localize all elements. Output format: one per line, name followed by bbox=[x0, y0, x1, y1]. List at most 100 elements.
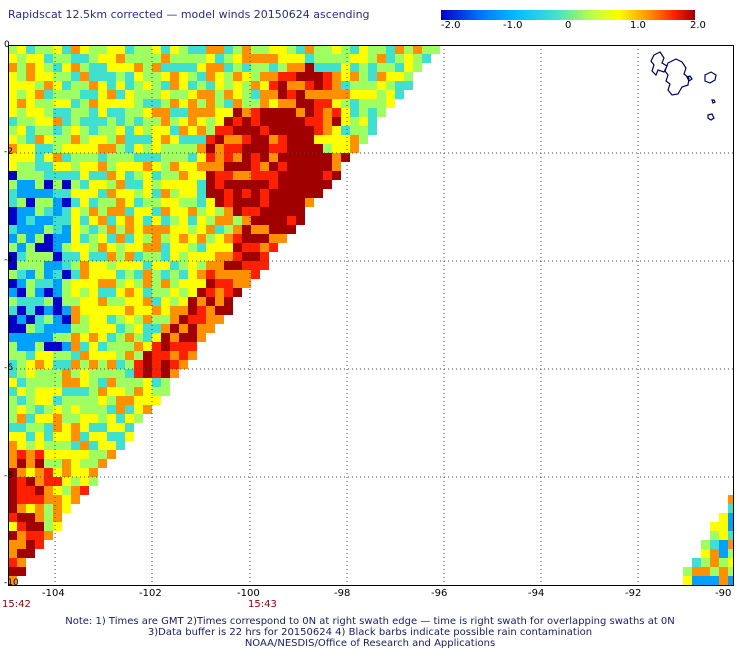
swath-cell bbox=[26, 540, 35, 549]
swath-cell bbox=[53, 396, 62, 405]
swath-cell bbox=[350, 135, 359, 144]
swath-cell bbox=[251, 171, 260, 180]
swath-cell bbox=[116, 378, 125, 387]
swath-cell bbox=[188, 216, 197, 225]
swath-cell bbox=[62, 333, 71, 342]
swath-cell bbox=[206, 270, 215, 279]
swath-cell bbox=[125, 333, 134, 342]
swath-cell bbox=[26, 531, 35, 540]
swath-cell bbox=[152, 378, 161, 387]
swath-cell bbox=[332, 45, 341, 54]
swath-cell bbox=[17, 360, 26, 369]
swath-cell bbox=[296, 72, 305, 81]
swath-cell bbox=[269, 225, 278, 234]
swath-cell bbox=[26, 360, 35, 369]
swath-cell bbox=[134, 315, 143, 324]
swath-cell bbox=[278, 54, 287, 63]
swath-cell bbox=[17, 45, 26, 54]
swath-cell bbox=[260, 171, 269, 180]
swath-cell bbox=[728, 513, 734, 522]
swath-cell bbox=[8, 324, 17, 333]
swath-cell bbox=[305, 99, 314, 108]
swath-cell bbox=[197, 72, 206, 81]
swath-cell bbox=[71, 360, 80, 369]
swath-cell bbox=[125, 387, 134, 396]
swath-cell bbox=[215, 162, 224, 171]
swath-cell bbox=[701, 540, 710, 549]
swath-cell bbox=[170, 297, 179, 306]
swath-cell bbox=[35, 234, 44, 243]
swath-cell bbox=[8, 126, 17, 135]
swath-cell bbox=[62, 288, 71, 297]
swath-cell bbox=[89, 369, 98, 378]
swath-cell bbox=[161, 198, 170, 207]
swath-cell bbox=[107, 450, 116, 459]
swath-cell bbox=[710, 567, 719, 576]
swath-cell bbox=[242, 252, 251, 261]
swath-cell bbox=[17, 81, 26, 90]
swath-cell bbox=[323, 108, 332, 117]
swath-cell bbox=[62, 279, 71, 288]
swath-cell bbox=[143, 387, 152, 396]
swath-cell bbox=[8, 315, 17, 324]
swath-cell bbox=[377, 72, 386, 81]
swath-cell bbox=[206, 72, 215, 81]
swath-cell bbox=[143, 54, 152, 63]
swath-cell bbox=[161, 216, 170, 225]
swath-cell bbox=[278, 153, 287, 162]
swath-cell bbox=[107, 90, 116, 99]
swath-cell bbox=[44, 414, 53, 423]
swath-cell bbox=[44, 423, 53, 432]
swath-cell bbox=[35, 378, 44, 387]
swath-cell bbox=[260, 225, 269, 234]
swath-cell bbox=[215, 90, 224, 99]
swath-cell bbox=[224, 171, 233, 180]
swath-cell bbox=[125, 279, 134, 288]
swath-cell bbox=[125, 126, 134, 135]
swath-cell bbox=[233, 225, 242, 234]
swath-cell bbox=[260, 81, 269, 90]
swath-cell bbox=[107, 405, 116, 414]
swath-cell bbox=[107, 54, 116, 63]
swath-cell bbox=[89, 405, 98, 414]
swath-cell bbox=[188, 81, 197, 90]
swath-cell bbox=[233, 54, 242, 63]
swath-cell bbox=[35, 207, 44, 216]
swath-cell bbox=[89, 45, 98, 54]
swath-cell bbox=[377, 54, 386, 63]
swath-cell bbox=[116, 315, 125, 324]
swath-cell bbox=[80, 135, 89, 144]
swath-cell bbox=[98, 54, 107, 63]
swath-cell bbox=[125, 171, 134, 180]
swath-cell bbox=[53, 54, 62, 63]
swath-cell bbox=[350, 45, 359, 54]
swath-cell bbox=[8, 234, 17, 243]
swath-cell bbox=[53, 126, 62, 135]
swath-cell bbox=[683, 576, 692, 585]
swath-cell bbox=[233, 72, 242, 81]
swath-cell bbox=[17, 369, 26, 378]
swath-cell bbox=[314, 153, 323, 162]
swath-cell bbox=[44, 252, 53, 261]
swath-cell bbox=[251, 216, 260, 225]
swath-cell bbox=[143, 306, 152, 315]
swath-cell bbox=[188, 243, 197, 252]
swath-cell bbox=[35, 297, 44, 306]
swath-cell bbox=[107, 252, 116, 261]
swath-cell bbox=[125, 81, 134, 90]
swath-cell bbox=[224, 117, 233, 126]
swath-cell bbox=[35, 225, 44, 234]
swath-cell bbox=[134, 279, 143, 288]
swath-cell bbox=[161, 90, 170, 99]
swath-cell bbox=[287, 81, 296, 90]
swath-cell bbox=[62, 351, 71, 360]
swath-cell bbox=[242, 117, 251, 126]
swath-cell bbox=[134, 324, 143, 333]
swath-cell bbox=[368, 108, 377, 117]
swath-cell bbox=[260, 117, 269, 126]
swath-cell bbox=[305, 81, 314, 90]
swath-cell bbox=[8, 576, 17, 585]
swath-cell bbox=[80, 324, 89, 333]
swath-cell bbox=[17, 261, 26, 270]
swath-cell bbox=[71, 144, 80, 153]
